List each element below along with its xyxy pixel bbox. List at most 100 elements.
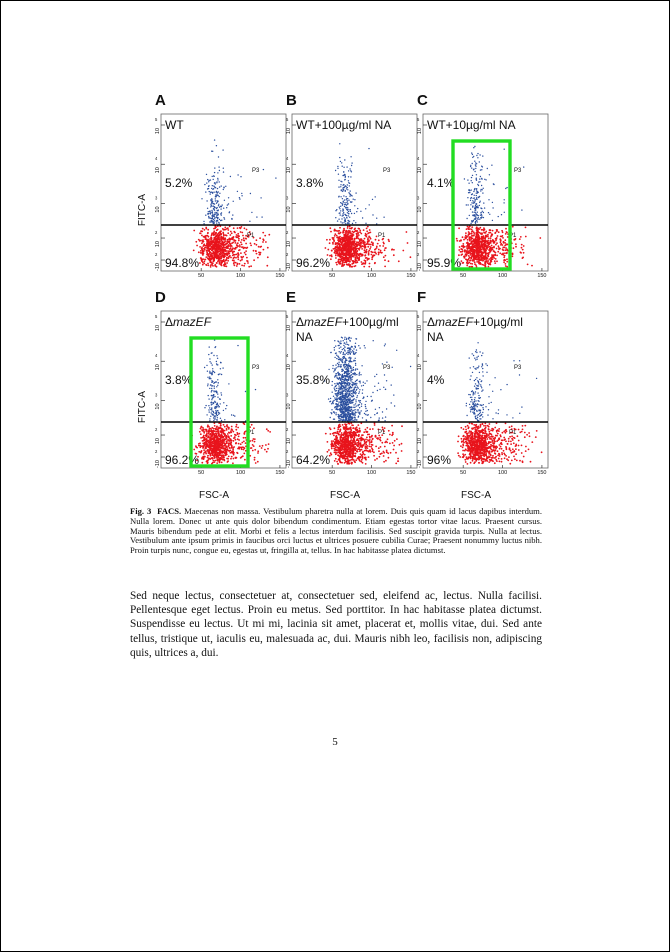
- x-tick-label: 100: [236, 273, 245, 279]
- gate-label-upper: P3: [383, 365, 391, 371]
- panel-letter: A: [155, 92, 166, 109]
- y-tick-exponent: 5: [155, 117, 158, 122]
- y-tick-label: 10: [417, 206, 423, 212]
- panel-label-line2: NA: [427, 330, 444, 344]
- gate-label-upper: P3: [514, 365, 522, 371]
- gate-label-upper: P3: [252, 168, 260, 174]
- upper-percent: 4%: [427, 373, 445, 387]
- x-tick-label: 50: [198, 470, 204, 476]
- x-axis-label: FSC-A: [330, 490, 360, 501]
- y-tick-label: 10: [417, 325, 423, 331]
- panel-letter: B: [286, 92, 297, 109]
- y-tick-label: -10: [286, 460, 292, 468]
- y-axis-ticks: 10 5 10 4 10 3 10 2 -10 2: [155, 117, 165, 271]
- x-tick-label: 100: [367, 470, 376, 476]
- x-tick-label: 150: [406, 470, 415, 476]
- x-tick-label: 150: [275, 273, 284, 279]
- x-axis-label: FSC-A: [199, 490, 229, 501]
- y-tick-exponent: 3: [155, 195, 158, 200]
- y-axis-label-row2: FITC-A: [137, 391, 148, 424]
- y-tick-label: 10: [286, 128, 292, 134]
- scatter-dots: [455, 145, 542, 268]
- y-tick-exponent: 2: [155, 449, 158, 454]
- figure-caption: Fig. 3 FACS. Maecenas non massa. Vestibu…: [130, 506, 542, 556]
- plot-frame: [160, 113, 287, 272]
- scatter-dots: [192, 139, 277, 268]
- x-axis-ticks: 50 100 150: [329, 465, 416, 476]
- upper-percent: 4.1%: [427, 176, 455, 190]
- y-axis-ticks: 10 5 10 4 10 3 10 2 -10 2: [286, 314, 296, 468]
- x-axis-ticks: 50 100 150: [460, 465, 547, 476]
- caption-label: Fig. 3: [130, 506, 152, 516]
- y-axis-ticks: 10 5 10 4 10 3 10 2 -10 2: [417, 314, 427, 468]
- panel-label: ΔmazEF+100µg/ml: [296, 315, 399, 329]
- panel-label: ΔmazEF: [165, 315, 212, 329]
- y-tick-exponent: 3: [286, 392, 289, 397]
- plot-frame: [291, 113, 418, 272]
- facs-panel-f: F 10 5 10 4 10 3 10 2 -10 2 50 100 150 P3 P1 ΔmazEF+10µg…: [417, 289, 549, 476]
- panel-letter: E: [286, 289, 296, 306]
- y-axis-ticks: 10 5 10 4 10 3 10 2 -10 2: [417, 117, 427, 271]
- y-tick-label: 10: [155, 167, 161, 173]
- y-tick-exponent: 4: [417, 353, 420, 358]
- gate-label-lower: P1: [509, 233, 517, 239]
- panel-label-line2: NA: [296, 330, 313, 344]
- y-tick-exponent: 2: [417, 230, 420, 235]
- x-tick-label: 50: [460, 273, 466, 279]
- plot-frame: [160, 310, 287, 469]
- y-tick-label: -10: [286, 263, 292, 271]
- y-tick-label: 10: [155, 241, 161, 247]
- y-tick-exponent: 4: [155, 156, 158, 161]
- gate-label-upper: P3: [383, 168, 391, 174]
- y-tick-label: 10: [286, 364, 292, 370]
- lower-percent: 64.2%: [296, 453, 330, 467]
- y-axis-label-row1: FITC-A: [137, 194, 148, 227]
- caption-title: FACS.: [157, 506, 182, 516]
- y-tick-exponent: 3: [286, 195, 289, 200]
- panel-label: WT+100µg/ml NA: [296, 118, 391, 132]
- y-tick-label: -10: [155, 460, 161, 468]
- y-tick-label: 10: [417, 241, 423, 247]
- y-tick-label: 10: [155, 325, 161, 331]
- y-tick-label: 10: [155, 438, 161, 444]
- y-tick-exponent: 2: [417, 252, 420, 257]
- y-tick-exponent: 2: [417, 449, 420, 454]
- panel-letter: F: [417, 289, 426, 306]
- upper-percent: 5.2%: [165, 176, 193, 190]
- plot-frame: [422, 113, 549, 272]
- y-tick-exponent: 4: [417, 156, 420, 161]
- y-tick-exponent: 2: [155, 427, 158, 432]
- x-tick-label: 50: [329, 470, 335, 476]
- lower-percent: 96.2%: [296, 256, 330, 270]
- gate-label-lower: P1: [247, 233, 255, 239]
- y-tick-label: -10: [417, 460, 423, 468]
- y-tick-exponent: 2: [155, 252, 158, 257]
- y-tick-label: 10: [417, 364, 423, 370]
- upper-percent: 35.8%: [296, 373, 330, 387]
- panel-letter: C: [417, 92, 428, 109]
- y-tick-exponent: 2: [286, 230, 289, 235]
- y-tick-label: -10: [417, 263, 423, 271]
- x-tick-label: 50: [329, 273, 335, 279]
- gate-label-lower: P1: [247, 430, 255, 436]
- y-tick-label: 10: [286, 241, 292, 247]
- y-tick-exponent: 5: [417, 314, 420, 319]
- scatter-dots: [191, 339, 271, 465]
- facs-panel-b: B 10 5 10 4 10 3 10 2 -10 2 50 100 150 P3 P1 WT+100µg/ml…: [286, 92, 418, 279]
- x-tick-label: 50: [460, 470, 466, 476]
- gate-label-lower: P1: [378, 430, 386, 436]
- y-tick-exponent: 4: [286, 156, 289, 161]
- x-axis-ticks: 50 100 150: [329, 268, 416, 279]
- gate-label-upper: P3: [252, 365, 260, 371]
- y-tick-exponent: 4: [155, 353, 158, 358]
- x-tick-label: 100: [498, 273, 507, 279]
- panel-label: ΔmazEF+10µg/ml: [427, 315, 523, 329]
- y-tick-label: 10: [286, 403, 292, 409]
- y-tick-exponent: 5: [286, 117, 289, 122]
- y-tick-exponent: 5: [155, 314, 158, 319]
- upper-percent: 3.8%: [296, 176, 324, 190]
- scatter-dots: [324, 143, 412, 268]
- facs-panel-e: E 10 5 10 4 10 3 10 2 -10 2 50 100 150 P3 P1 ΔmazEF+100µ…: [286, 289, 418, 476]
- highlight-gate: [189, 336, 250, 468]
- highlight-gate: [451, 139, 512, 271]
